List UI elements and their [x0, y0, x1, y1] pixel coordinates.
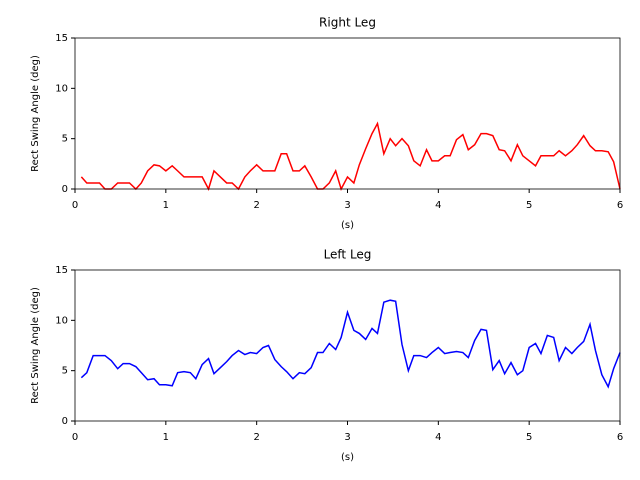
x-tick-label: 0 — [72, 200, 78, 211]
y-tick-label: 0 — [62, 184, 68, 195]
x-tick-label: 4 — [435, 432, 441, 443]
y-tick-label: 0 — [62, 416, 68, 427]
y-tick-label: 10 — [55, 83, 68, 94]
x-tick-label: 2 — [253, 432, 259, 443]
x-tick-label: 5 — [526, 432, 532, 443]
x-tick-label: 4 — [435, 200, 441, 211]
y-axis-label: Rect Swing Angle (deg) — [30, 55, 41, 172]
chart-title: Right Leg — [319, 16, 376, 30]
x-tick-label: 2 — [253, 200, 259, 211]
y-tick-label: 10 — [55, 315, 68, 326]
y-tick-label: 5 — [62, 366, 68, 377]
x-axis-label: (s) — [341, 452, 354, 463]
x-tick-label: 0 — [72, 432, 78, 443]
x-axis-label: (s) — [341, 220, 354, 231]
x-tick-label: 5 — [526, 200, 532, 211]
y-axis-label: Rect Swing Angle (deg) — [30, 287, 41, 404]
x-tick-label: 3 — [344, 432, 350, 443]
chart-title: Left Leg — [324, 248, 372, 262]
y-tick-label: 15 — [55, 33, 68, 44]
x-tick-label: 6 — [617, 432, 623, 443]
data-line — [80, 299, 621, 389]
x-tick-label: 3 — [344, 200, 350, 211]
y-tick-label: 15 — [55, 265, 68, 276]
x-tick-label: 1 — [163, 200, 169, 211]
y-tick-label: 5 — [62, 134, 68, 145]
data-line — [80, 121, 621, 191]
x-tick-label: 1 — [163, 432, 169, 443]
x-tick-label: 6 — [617, 200, 623, 211]
axes-frame — [74, 37, 621, 190]
axes-frame — [74, 269, 621, 422]
